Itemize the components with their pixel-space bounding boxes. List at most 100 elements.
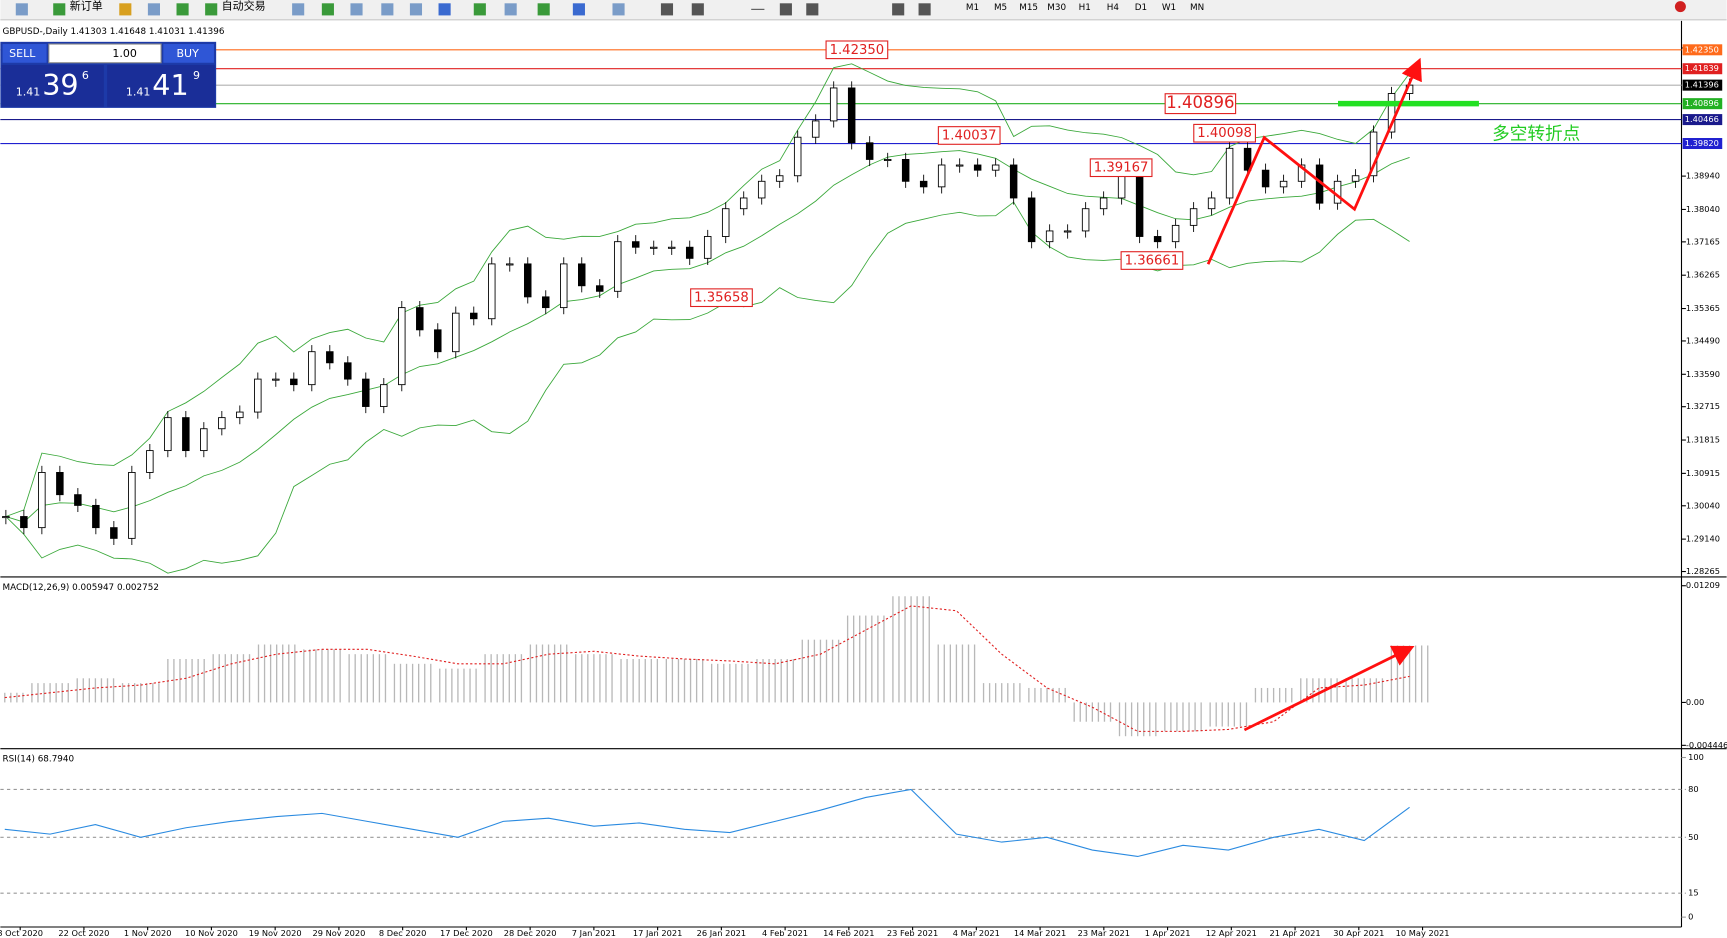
auto-trade-button[interactable]: 自动交易 bbox=[222, 0, 266, 13]
level-tag bbox=[1682, 44, 1723, 56]
level-label: 1.42350 bbox=[1685, 44, 1719, 54]
annotation-box bbox=[1120, 251, 1184, 270]
annotation-label: 1.42350 bbox=[830, 43, 885, 58]
macd-arrow bbox=[1243, 645, 1415, 732]
new-order-button[interactable]: 新订单 bbox=[70, 0, 103, 13]
candle bbox=[1297, 164, 1306, 182]
candle bbox=[1351, 175, 1360, 182]
timeframe-button[interactable]: M1 bbox=[966, 3, 979, 13]
candle bbox=[236, 411, 244, 419]
annotation-label: 1.39167 bbox=[1094, 161, 1149, 176]
ask-big: 41 bbox=[152, 68, 188, 102]
candle bbox=[2, 516, 10, 519]
candle bbox=[218, 417, 226, 430]
x-tick-label: 14 Mar 2021 bbox=[1014, 928, 1066, 938]
indicator-value: 68.7940 bbox=[38, 754, 75, 764]
candle bbox=[739, 197, 748, 210]
lot-input[interactable] bbox=[48, 43, 162, 64]
toolbar bbox=[0, 0, 1727, 20]
x-tick-label: 1 Apr 2021 bbox=[1145, 928, 1191, 938]
annotation-label: 1.40098 bbox=[1197, 126, 1252, 141]
candle bbox=[1387, 93, 1396, 133]
x-tick-label: 23 Mar 2021 bbox=[1078, 928, 1130, 938]
level-tag bbox=[1682, 63, 1723, 75]
macd-signal bbox=[4, 605, 1410, 732]
candle bbox=[1279, 180, 1288, 188]
indicator-header: MACD(12,26,9) 0.005947 0.002752 bbox=[3, 582, 159, 592]
candle bbox=[1117, 175, 1126, 199]
x-tick-label: 12 Apr 2021 bbox=[1206, 928, 1257, 938]
x-tick-label: 21 Apr 2021 bbox=[1270, 928, 1321, 938]
candle bbox=[164, 417, 172, 452]
bid-sup: 6 bbox=[82, 69, 89, 82]
indicator-title: RSI(14) bbox=[3, 754, 35, 764]
annotation-label: 1.40037 bbox=[942, 128, 997, 143]
y-tick-label: 1.34490 bbox=[1686, 335, 1720, 345]
sell-button[interactable] bbox=[2, 44, 47, 63]
candle bbox=[182, 417, 190, 452]
timeframe-bar: M1 M5 M15 M30 H1 H4 D1 W1 MN bbox=[966, 3, 1204, 13]
bid-box[interactable] bbox=[1, 64, 104, 107]
x-tick-label: 29 Nov 2020 bbox=[312, 928, 365, 938]
buy-label: BUY bbox=[177, 47, 200, 60]
chart-layer: 1.28265 1.29140 1.30040 1.30915 1.31815 1.327… bbox=[0, 26, 1727, 938]
y-tick-label: 1.29140 bbox=[1686, 534, 1720, 544]
trend-arrow bbox=[1206, 57, 1422, 265]
candle bbox=[919, 180, 928, 188]
candle bbox=[685, 246, 694, 259]
x-tick-label: 4 Mar 2021 bbox=[953, 928, 1000, 938]
candle bbox=[344, 362, 352, 380]
y-tick-label: 1.30040 bbox=[1686, 500, 1720, 510]
bid-big: 39 bbox=[42, 68, 78, 102]
level-label: 1.41396 bbox=[1685, 80, 1719, 90]
candle bbox=[955, 164, 964, 167]
timeframe-button[interactable]: MN bbox=[1190, 3, 1204, 13]
annotation-box bbox=[937, 126, 1001, 145]
timeframe-button[interactable]: W1 bbox=[1162, 3, 1176, 13]
ask-small: 1.41 bbox=[126, 85, 151, 98]
x-tick-label: 8 Oct 2020 bbox=[0, 928, 43, 938]
candle bbox=[326, 351, 334, 364]
ask-box[interactable] bbox=[107, 64, 216, 107]
candle bbox=[1153, 236, 1162, 243]
timeframe-button[interactable]: D1 bbox=[1135, 3, 1147, 13]
candle bbox=[578, 263, 586, 287]
bollinger-band bbox=[5, 63, 1410, 517]
indicator-value: 0.005947 bbox=[72, 582, 114, 592]
annotation-box bbox=[825, 40, 889, 60]
level-tag bbox=[1682, 98, 1723, 110]
timeframe-button[interactable]: H4 bbox=[1107, 3, 1120, 13]
annotation-label: 1.40896 bbox=[1166, 93, 1234, 112]
candle bbox=[92, 504, 100, 529]
chart-header: GBPUSD-,Daily 1.41303 1.41648 1.41031 1.… bbox=[3, 26, 225, 36]
ohlc-value: 1.41648 bbox=[110, 26, 146, 36]
ohlc-value: 1.41031 bbox=[149, 26, 185, 36]
indicator-value: 0.002752 bbox=[117, 582, 159, 592]
timeframe-button[interactable]: M30 bbox=[1047, 3, 1066, 13]
candle bbox=[1207, 197, 1216, 210]
timeframe-button[interactable]: M5 bbox=[994, 3, 1007, 13]
candle bbox=[362, 378, 370, 407]
candle bbox=[757, 180, 766, 199]
y-tick-label: 0.01209 bbox=[1686, 580, 1720, 590]
y-tick-label: 0 bbox=[1688, 912, 1693, 922]
trade-panel: SELL 1.00 BUY 1.41 39 6 1.41 41 9 bbox=[0, 41, 217, 108]
buy-button[interactable] bbox=[163, 44, 214, 63]
candle bbox=[721, 208, 730, 237]
x-tick-label: 17 Jan 2021 bbox=[633, 928, 682, 938]
candle bbox=[470, 312, 478, 320]
timeframe-button[interactable]: M15 bbox=[1019, 3, 1038, 13]
indicator-header: RSI(14) 68.7940 bbox=[3, 754, 75, 764]
y-tick-label: 1.30915 bbox=[1686, 468, 1720, 478]
candle bbox=[38, 472, 46, 529]
candle bbox=[1063, 230, 1072, 233]
y-tick-label: -0.004446 bbox=[1686, 740, 1727, 750]
y-tick-label: 1.28265 bbox=[1686, 566, 1720, 576]
candle bbox=[865, 142, 874, 160]
candle bbox=[560, 263, 568, 309]
y-tick-label: 1.36265 bbox=[1686, 270, 1720, 280]
annotation-box bbox=[1193, 123, 1256, 143]
ask-sup: 9 bbox=[193, 69, 200, 82]
candle bbox=[56, 472, 64, 496]
timeframe-button[interactable]: H1 bbox=[1079, 3, 1091, 13]
